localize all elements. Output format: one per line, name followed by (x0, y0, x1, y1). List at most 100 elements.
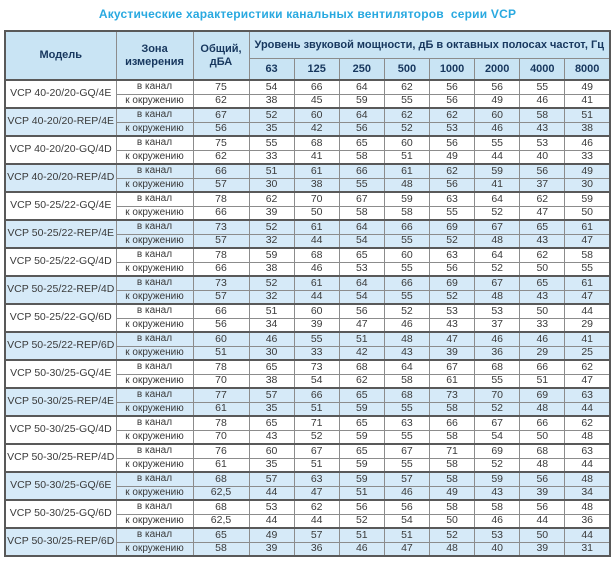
model-name: VCP 50-25/22-GQ/4E (4, 191, 117, 221)
spl-value-250hz: 65 (338, 443, 385, 459)
table-row: к окружению 70 38 54 62 58 61 55 51 47 (5, 373, 611, 389)
spl-value-500hz: 47 (383, 541, 431, 557)
col-header-freq-4000: 4000 (519, 58, 566, 81)
spl-value-63hz: 54 (248, 79, 295, 95)
spl-value-500hz: 55 (383, 457, 431, 473)
spl-value-4000hz: 66 (519, 359, 566, 375)
spl-value-2000hz: 64 (474, 191, 521, 207)
spl-value-500hz: 55 (383, 233, 431, 249)
spl-value-8000hz: 44 (564, 527, 611, 543)
col-header-spl: Уровень звуковой мощности, дБ в октавных… (248, 30, 611, 59)
spl-value-8000hz: 62 (564, 359, 611, 375)
measurement-zone-label: в канал (115, 443, 194, 459)
total-dba-value: 60 (192, 331, 250, 347)
spl-value-250hz: 59 (338, 457, 385, 473)
spl-value-63hz: 30 (248, 345, 295, 361)
spl-value-63hz: 53 (248, 499, 295, 515)
spl-value-500hz: 66 (383, 219, 431, 235)
table-row: к окружению 62,5 44 47 51 46 49 43 39 34 (5, 485, 611, 501)
spl-value-63hz: 51 (248, 303, 295, 319)
spl-value-8000hz: 62 (564, 415, 611, 431)
spl-value-8000hz: 47 (564, 373, 611, 389)
spl-value-2000hz: 55 (474, 135, 521, 151)
spl-value-8000hz: 33 (564, 149, 611, 165)
model-name: VCP 50-30/25-GQ/6E (4, 471, 117, 501)
spl-value-250hz: 66 (338, 163, 385, 179)
spl-value-125hz: 68 (293, 247, 340, 263)
total-dba-value: 66 (192, 163, 250, 179)
spl-value-1000hz: 49 (428, 485, 476, 501)
total-dba-value: 66 (192, 303, 250, 319)
spl-value-250hz: 51 (338, 527, 385, 543)
spl-value-63hz: 62 (248, 191, 295, 207)
spl-value-4000hz: 56 (519, 499, 566, 515)
spl-value-250hz: 53 (338, 261, 385, 277)
spl-value-250hz: 52 (338, 513, 385, 529)
total-dba-value: 77 (192, 387, 250, 403)
spl-value-500hz: 63 (383, 415, 431, 431)
spl-value-8000hz: 49 (564, 79, 611, 95)
total-dba-value: 75 (192, 79, 250, 95)
spl-value-125hz: 61 (293, 163, 340, 179)
spl-value-500hz: 62 (383, 107, 431, 123)
spl-value-250hz: 58 (338, 149, 385, 165)
model-name: VCP 50-30/25-REP/4D (4, 443, 117, 473)
spl-value-8000hz: 44 (564, 401, 611, 417)
spl-value-250hz: 51 (338, 331, 385, 347)
spl-value-1000hz: 47 (428, 331, 476, 347)
spl-value-2000hz: 48 (474, 233, 521, 249)
spl-value-250hz: 56 (338, 121, 385, 137)
measurement-zone-label: в канал (115, 303, 194, 319)
spl-value-1000hz: 58 (428, 499, 476, 515)
spl-value-63hz: 46 (248, 331, 295, 347)
total-dba-value: 68 (192, 499, 250, 515)
measurement-zone-label: к окружению (115, 149, 194, 165)
measurement-zone-label: к окружению (115, 429, 194, 445)
spl-value-125hz: 60 (293, 303, 340, 319)
measurement-zone-label: в канал (115, 387, 194, 403)
spl-value-2000hz: 41 (474, 177, 521, 193)
spl-value-250hz: 59 (338, 93, 385, 109)
spl-value-125hz: 42 (293, 121, 340, 137)
spl-value-2000hz: 43 (474, 485, 521, 501)
spl-value-4000hz: 40 (519, 149, 566, 165)
table-row: VCP 40-20/20-REP/4D в канал 66 51 61 66 61 62 59… (4, 163, 611, 193)
spl-value-125hz: 73 (293, 359, 340, 375)
measurement-zone-label: к окружению (115, 345, 194, 361)
table-row: VCP 50-25/22-REP/6D в канал 60 46 55 51 48 47 46… (4, 331, 611, 361)
spl-value-500hz: 46 (383, 485, 431, 501)
spl-value-1000hz: 55 (428, 205, 476, 221)
spl-value-1000hz: 53 (428, 303, 476, 319)
spl-value-125hz: 44 (293, 233, 340, 249)
table-row: VCP 40-20/20-GQ/4E в канал 75 54 66 64 62 56 56 5… (4, 79, 611, 109)
spl-value-500hz: 52 (383, 303, 431, 319)
spl-value-1000hz: 69 (428, 219, 476, 235)
spl-value-2000hz: 67 (474, 415, 521, 431)
spl-value-500hz: 64 (383, 359, 431, 375)
spl-value-125hz: 51 (293, 457, 340, 473)
spl-value-2000hz: 69 (474, 443, 521, 459)
spl-value-4000hz: 69 (519, 387, 566, 403)
spl-value-4000hz: 50 (519, 303, 566, 319)
spl-value-1000hz: 62 (428, 107, 476, 123)
total-dba-value: 62,5 (192, 485, 250, 501)
spl-value-1000hz: 73 (428, 387, 476, 403)
spl-value-63hz: 60 (248, 443, 295, 459)
spl-value-8000hz: 29 (564, 317, 611, 333)
spl-value-125hz: 54 (293, 373, 340, 389)
spl-value-4000hz: 65 (519, 219, 566, 235)
table-row: VCP 50-25/22-GQ/6D в канал 66 51 60 56 52 53 53 5… (4, 303, 611, 333)
col-header-freq-500: 500 (383, 58, 431, 81)
spl-value-250hz: 59 (338, 471, 385, 487)
spl-value-1000hz: 49 (428, 149, 476, 165)
spl-value-2000hz: 40 (474, 541, 521, 557)
spl-value-63hz: 44 (248, 485, 295, 501)
spl-value-1000hz: 62 (428, 163, 476, 179)
spl-value-250hz: 64 (338, 107, 385, 123)
spl-value-500hz: 55 (383, 429, 431, 445)
measurement-zone-label: к окружению (115, 541, 194, 557)
table-row: VCP 50-30/25-REP/4D в канал 76 60 67 65 67 71 69… (4, 443, 611, 473)
table-row: к окружению 70 43 52 59 55 58 54 50 48 (5, 429, 611, 445)
spl-value-1000hz: 58 (428, 401, 476, 417)
header-row-frequencies: 63 125 250 500 1000 2000 4000 8000 (5, 58, 611, 81)
